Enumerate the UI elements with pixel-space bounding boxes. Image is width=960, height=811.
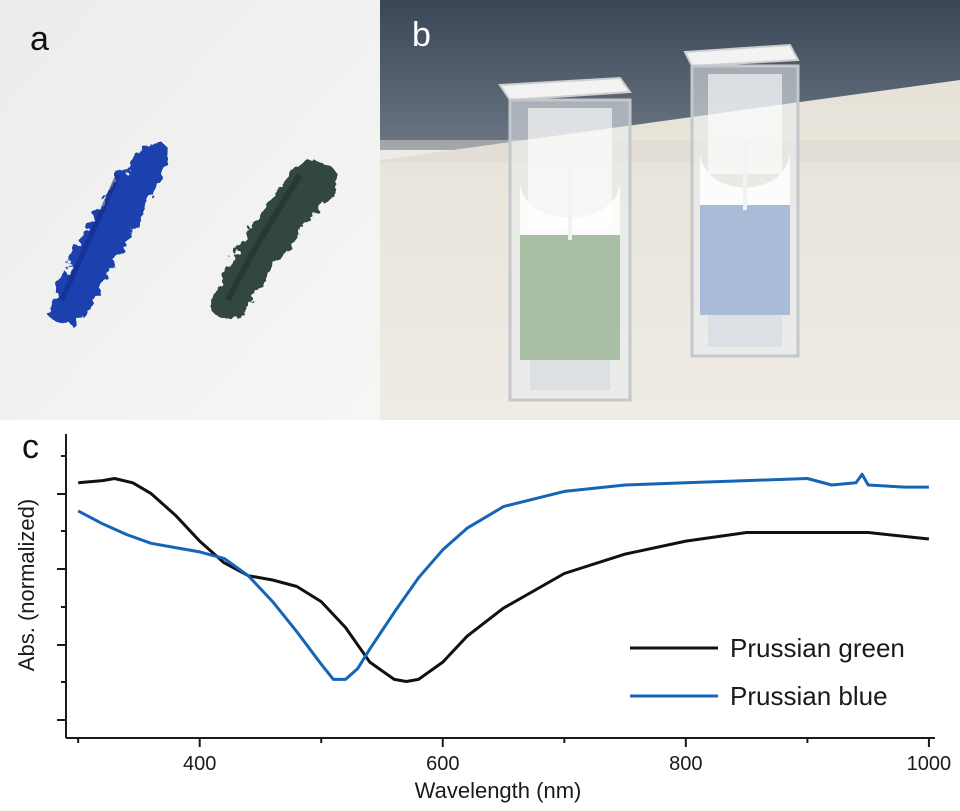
x-tick-label: 1000	[907, 753, 952, 775]
panel-b-label: b	[412, 16, 431, 54]
y-axis-ticks	[57, 455, 66, 721]
prussian-blue-solution	[700, 205, 790, 315]
table-edge	[380, 140, 960, 162]
blue-smear-streak	[59, 173, 121, 302]
y-axis-title: Abs. (normalized)	[14, 499, 39, 671]
absorbance-spectrum-chart: c 400 600 800 1000 Wavelength (nm) Abs. (no…	[14, 428, 952, 803]
panel-a-photo: a	[0, 0, 380, 420]
x-tick-label: 800	[669, 753, 702, 775]
x-tick-label: 400	[183, 753, 216, 775]
legend: Prussian green Prussian blue	[630, 633, 905, 711]
x-axis-ticks: 400 600 800 1000	[77, 738, 952, 775]
prussian-blue-smear	[48, 143, 170, 323]
prussian-green-solution	[520, 235, 620, 360]
prussian-green-smear	[210, 159, 340, 319]
panel-c-label: c	[22, 428, 39, 466]
x-axis-title: Wavelength (nm)	[415, 778, 582, 803]
paper-background	[0, 0, 380, 420]
cuvette-prussian-green	[498, 76, 632, 402]
panel-b-photo: b	[380, 0, 960, 420]
panel-a-graphic	[0, 0, 380, 420]
spectrum-series	[77, 472, 930, 683]
x-tick-label: 600	[426, 753, 459, 775]
legend-label: Prussian blue	[730, 681, 888, 711]
green-smear-streak	[225, 173, 303, 302]
panel-a-label: a	[30, 20, 49, 58]
cuvette-prussian-blue	[683, 43, 800, 358]
panel-b-graphic	[380, 0, 960, 420]
legend-label: Prussian green	[730, 633, 905, 663]
